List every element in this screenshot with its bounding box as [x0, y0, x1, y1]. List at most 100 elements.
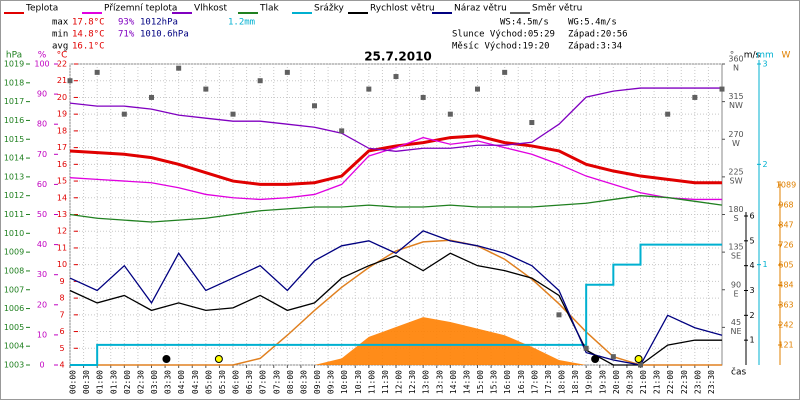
x-tick-label: 02:30: [136, 370, 145, 394]
x-tick-label: 04:00: [177, 370, 186, 394]
y-tick-label: 40: [37, 240, 47, 249]
sun-text: Slunce Východ:05:29: [452, 30, 555, 40]
y-tick-label: 315: [728, 92, 743, 101]
x-tick-label: 22:30: [680, 370, 689, 394]
y-tick-label: 20: [57, 93, 67, 102]
x-axis-label: čas: [731, 367, 746, 378]
wind-direction-point: [149, 94, 154, 100]
x-tick-label: 23:30: [707, 370, 716, 394]
x-tick-label: 20:30: [625, 370, 634, 394]
x-tick-label: 21:30: [653, 370, 662, 394]
y-tick-label: 4: [749, 261, 754, 270]
wind-direction-point: [67, 78, 73, 84]
y-tick-label: 50: [37, 210, 47, 219]
y-tick-label: S: [733, 214, 738, 223]
y-tick-label: 9: [59, 277, 64, 286]
x-tick-label: 08:30: [299, 370, 308, 394]
axis-label: %: [38, 51, 47, 61]
y-tick-label: 45: [731, 318, 741, 327]
legend-label: Náraz větru: [454, 4, 507, 14]
wind-direction-point: [393, 74, 399, 80]
series-line: [69, 195, 723, 223]
wind-direction-point: [420, 94, 426, 100]
y-tick-label: 15: [57, 177, 67, 186]
moon-text: Západ:3:34: [568, 42, 622, 52]
x-tick-label: 02:00: [123, 370, 132, 394]
axis-label: mm: [756, 51, 774, 61]
y-tick-label: 10: [37, 330, 47, 339]
x-tick-label: 07:30: [272, 370, 281, 394]
y-tick-label: 3: [749, 286, 754, 295]
x-tick-label: 01:00: [96, 370, 105, 394]
y-tick-label: 1018: [4, 78, 24, 87]
x-tick-label: 04:30: [191, 370, 200, 394]
y-tick-label: 1089: [776, 181, 796, 190]
y-tick-label: 1015: [4, 135, 24, 144]
x-tick-label: 22:00: [666, 370, 675, 394]
x-tick-label: 14:30: [462, 370, 471, 394]
series-line: [69, 134, 722, 186]
y-tick-label: 1008: [4, 266, 24, 275]
y-tick-label: 1017: [4, 97, 24, 106]
y-tick-label: 60: [37, 180, 47, 189]
series-line: [69, 230, 723, 366]
y-tick-label: SE: [731, 252, 741, 261]
stat-text: 71%: [118, 30, 135, 40]
series-line: [69, 87, 722, 152]
y-tick-label: 90: [731, 280, 741, 289]
y-tick-label: 1004: [4, 342, 24, 351]
wind-direction-point: [284, 69, 290, 75]
y-tick-label: N: [733, 64, 739, 73]
stat-text: 17.8°C: [72, 18, 105, 28]
y-tick-label: 17: [57, 143, 67, 152]
x-tick-label: 14:00: [449, 370, 458, 394]
chart-title: 25.7.2010: [364, 50, 432, 64]
stat-text: 1.2mm: [228, 18, 255, 28]
legend-label: Tlak: [259, 4, 280, 14]
x-tick-label: 18:30: [571, 370, 580, 394]
y-tick-label: 270: [728, 130, 743, 139]
moon-text: Měsíc Východ:19:20: [452, 42, 550, 52]
y-tick-label: 3: [762, 60, 767, 69]
legend-label: Vlhkost: [194, 4, 227, 14]
y-tick-label: 968: [778, 201, 793, 210]
x-tick-label: 17:00: [530, 370, 539, 394]
y-tick-label: 6: [59, 327, 64, 336]
x-tick-label: 12:30: [408, 370, 417, 394]
y-tick-label: 1012: [4, 191, 24, 200]
wind-direction-point: [121, 111, 127, 117]
x-tick-label: 21:00: [639, 370, 648, 394]
x-tick-label: 03:30: [164, 370, 173, 394]
y-tick-label: 18: [57, 126, 67, 135]
stat-text: max: [52, 18, 69, 28]
y-tick-label: 363: [778, 301, 793, 310]
wind-direction-point: [529, 120, 535, 126]
y-tick-label: 5: [749, 236, 754, 245]
wind-direction-point: [583, 345, 589, 351]
stat-text: 16.1°C: [72, 42, 105, 52]
wind-stat: WG:5.4m/s: [568, 18, 617, 28]
y-tick-label: 22: [57, 60, 67, 69]
y-tick-label: 847: [778, 221, 793, 230]
stats: max 17.8°C 93% 1012hPa 1.2mm min 14.8°C 71% 1010…: [52, 18, 255, 52]
y-tick-label: 21: [57, 76, 67, 85]
x-tick-label: 05:30: [218, 370, 227, 394]
y-tick-label: SW: [730, 176, 743, 185]
x-tick-label: 09:30: [327, 370, 336, 394]
legend-label: Rychlost větru: [370, 4, 435, 14]
x-tick-label: 09:00: [313, 370, 322, 394]
y-tick-label: 19: [57, 110, 67, 119]
y-tick-label: 1005: [4, 323, 24, 332]
y-tick-label: 1003: [4, 361, 24, 370]
legend-label: Směr větru: [532, 4, 582, 14]
event-dot: [214, 355, 223, 363]
stat-text: 1012hPa: [140, 18, 178, 28]
stat-text: 1010.6hPa: [140, 30, 189, 40]
wind-direction-point: [176, 65, 182, 71]
y-tick-label: 1011: [4, 210, 24, 219]
y-tick-label: 70: [37, 150, 47, 159]
x-tick-label: 06:00: [232, 370, 241, 394]
y-tick-label: 5: [59, 344, 64, 353]
y-tick-label: 14: [57, 193, 67, 202]
x-tick-label: 19:00: [585, 370, 594, 394]
